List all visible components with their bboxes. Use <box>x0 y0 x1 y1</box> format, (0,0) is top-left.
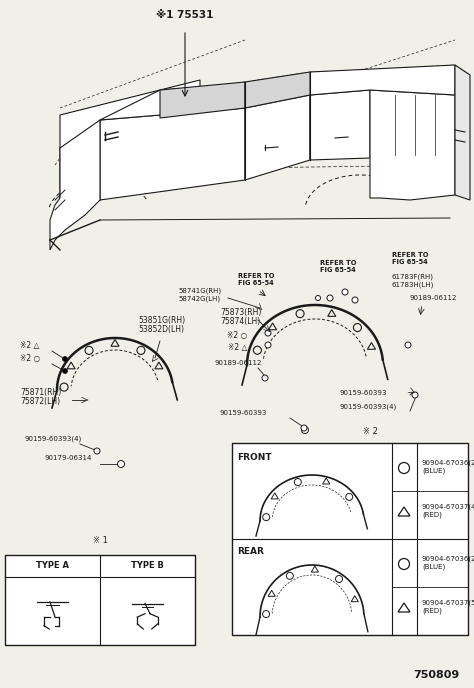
Text: 75871(RH): 75871(RH) <box>20 388 61 397</box>
Text: 75874(LH): 75874(LH) <box>220 317 260 326</box>
Circle shape <box>118 460 125 468</box>
Text: 58742G(LH): 58742G(LH) <box>178 296 220 303</box>
Polygon shape <box>310 90 370 160</box>
Polygon shape <box>310 65 455 95</box>
Circle shape <box>412 392 418 398</box>
Polygon shape <box>245 95 310 180</box>
Text: REFER TO: REFER TO <box>392 252 428 258</box>
Text: 750809: 750809 <box>414 670 460 680</box>
Text: 90179-06314: 90179-06314 <box>45 455 92 461</box>
Text: FIG 65-54: FIG 65-54 <box>392 259 428 265</box>
Text: ※2 ○: ※2 ○ <box>227 331 247 340</box>
Polygon shape <box>245 72 310 108</box>
Text: REAR: REAR <box>237 547 264 556</box>
Text: 75872(LH): 75872(LH) <box>20 397 60 406</box>
Text: 75873(RH): 75873(RH) <box>220 308 261 317</box>
Circle shape <box>63 369 67 374</box>
Text: 58741G(RH): 58741G(RH) <box>178 288 221 294</box>
Circle shape <box>342 289 348 295</box>
Polygon shape <box>100 80 310 120</box>
Bar <box>232 443 468 635</box>
Circle shape <box>262 375 268 381</box>
Text: 90904-67036(2): 90904-67036(2) <box>422 556 474 563</box>
Text: ※1 75531: ※1 75531 <box>156 10 214 20</box>
Circle shape <box>301 425 307 431</box>
Text: 90189-06112: 90189-06112 <box>410 295 457 301</box>
Text: 90189-06112: 90189-06112 <box>215 360 263 366</box>
Text: 90159-60393(4): 90159-60393(4) <box>340 403 397 409</box>
Text: TYPE B: TYPE B <box>131 561 164 570</box>
Circle shape <box>327 295 333 301</box>
Polygon shape <box>100 108 245 200</box>
Polygon shape <box>455 65 470 200</box>
Text: ※ 2: ※ 2 <box>363 427 377 436</box>
Text: ※2 △: ※2 △ <box>228 343 247 352</box>
Polygon shape <box>60 120 100 220</box>
Text: FRONT: FRONT <box>237 453 272 462</box>
Circle shape <box>63 356 67 361</box>
Text: 90159-60393(4): 90159-60393(4) <box>25 435 82 442</box>
Text: (BLUE): (BLUE) <box>422 468 445 475</box>
Text: 90904-67036(2): 90904-67036(2) <box>422 460 474 466</box>
Text: (BLUE): (BLUE) <box>422 564 445 570</box>
Circle shape <box>405 342 411 348</box>
Text: REFER TO: REFER TO <box>320 260 356 266</box>
Text: 53851G(RH): 53851G(RH) <box>138 316 185 325</box>
Text: ※2 △: ※2 △ <box>20 341 39 350</box>
Text: FIG 65-54: FIG 65-54 <box>320 267 356 273</box>
Text: 61783H(LH): 61783H(LH) <box>392 281 434 288</box>
Text: 90904-67037(5): 90904-67037(5) <box>422 600 474 607</box>
Text: FIG 65-54: FIG 65-54 <box>238 280 274 286</box>
Polygon shape <box>60 80 200 148</box>
Circle shape <box>94 448 100 454</box>
Text: (RED): (RED) <box>422 608 442 614</box>
Text: 61783F(RH): 61783F(RH) <box>392 273 434 279</box>
Circle shape <box>316 296 320 301</box>
Text: ※2 ○: ※2 ○ <box>20 354 40 363</box>
Text: 90159-60393: 90159-60393 <box>220 410 267 416</box>
Text: REFER TO: REFER TO <box>238 273 274 279</box>
Circle shape <box>301 427 309 433</box>
Circle shape <box>265 342 271 348</box>
Text: (RED): (RED) <box>422 512 442 519</box>
Text: 90904-67037(4): 90904-67037(4) <box>422 504 474 510</box>
Text: TYPE A: TYPE A <box>36 561 69 570</box>
Text: 53852D(LH): 53852D(LH) <box>138 325 184 334</box>
Text: ※ 1: ※ 1 <box>92 536 108 545</box>
Circle shape <box>352 297 358 303</box>
Polygon shape <box>370 90 455 200</box>
Text: 90159-60393: 90159-60393 <box>340 390 387 396</box>
Circle shape <box>265 330 271 336</box>
Bar <box>5 555 195 645</box>
Polygon shape <box>160 82 245 118</box>
Polygon shape <box>50 120 100 250</box>
